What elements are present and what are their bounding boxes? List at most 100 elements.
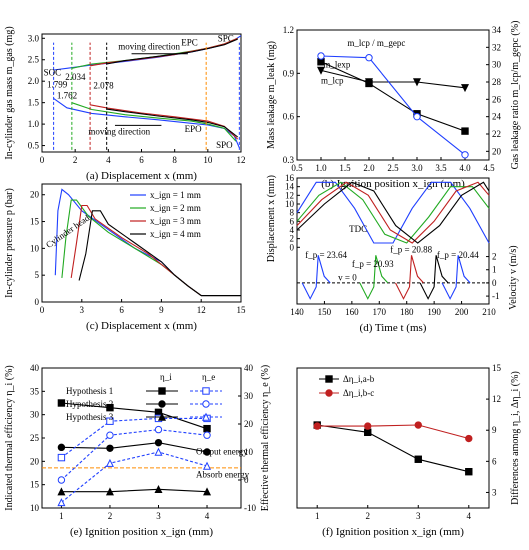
annotation-moving-up: moving direction xyxy=(118,41,180,51)
velocity-line xyxy=(419,255,449,300)
annotation-moving-down: moving direction xyxy=(88,126,150,136)
y-tick-label: 8 xyxy=(290,208,295,218)
y-tick-label: 6 xyxy=(290,216,295,226)
legend-marker xyxy=(201,412,211,421)
x-tick-label: 4.0 xyxy=(459,163,471,173)
y2-tick-label: -10 xyxy=(244,503,256,513)
x-tick-label: 4 xyxy=(205,511,210,521)
y2-tick-label: 3 xyxy=(492,487,497,497)
x-tick-label: 140 xyxy=(290,307,304,317)
y2-tick-label: 0 xyxy=(492,278,497,288)
x-tick-label: 3.0 xyxy=(411,163,423,173)
annotation-fp-2: f_p = 20.93 xyxy=(352,259,394,269)
data-point xyxy=(203,487,212,496)
data-point xyxy=(465,434,473,443)
x-tick-label: 0 xyxy=(40,155,45,165)
y2-tick-label: -1 xyxy=(492,291,500,301)
data-point xyxy=(203,448,211,456)
data-point xyxy=(412,78,422,87)
series-line xyxy=(317,424,469,473)
y-tick-label: 35 xyxy=(30,386,40,396)
value-2078: 2.078 xyxy=(93,80,114,90)
data-point xyxy=(57,399,66,407)
y-tick-label: 12 xyxy=(285,190,294,200)
data-point xyxy=(413,112,421,121)
x-tick-label: 6 xyxy=(139,155,144,165)
x-tick-label: 4 xyxy=(467,511,472,521)
x-tick-label: 2 xyxy=(73,155,78,165)
legend-marker xyxy=(325,375,333,383)
y-tick-label: 0.6 xyxy=(283,112,295,122)
x-tick-label: 0 xyxy=(40,305,45,315)
legend-label: Δη_i,a-b xyxy=(343,374,375,384)
annotation-tdc: TDC xyxy=(349,224,367,234)
y-tick-label: 4 xyxy=(290,225,295,235)
y-tick-label: 14 xyxy=(285,182,295,192)
annotation-spo: SPO xyxy=(216,140,233,150)
y-tick-label: 16 xyxy=(285,173,295,183)
x-tick-label: 3.5 xyxy=(435,163,447,173)
velocity-line xyxy=(441,255,471,300)
y-tick-label: 3.0 xyxy=(28,33,40,43)
data-point xyxy=(106,417,114,425)
x-tick-label: 2.0 xyxy=(363,163,375,173)
annotation-spc: SPC xyxy=(218,33,234,43)
y-tick-label: 5 xyxy=(35,270,40,280)
data-point xyxy=(105,487,114,496)
legend-m-lexp: m_lexp xyxy=(323,60,350,70)
y2-axis-label: Gas leakage ratio m_lcp/m_gepc (%) xyxy=(510,21,521,170)
data-point xyxy=(154,485,163,494)
legend-marker xyxy=(158,387,166,395)
legend-m-lcp: m_lcp xyxy=(321,75,344,85)
series-line xyxy=(61,442,208,453)
data-point xyxy=(154,408,163,417)
x-tick-label: 2 xyxy=(365,511,370,521)
data-point xyxy=(460,84,470,93)
y2-axis-label: Effective thermal efficiency η_e (%) xyxy=(260,365,271,511)
data-point xyxy=(465,468,473,476)
data-point xyxy=(57,487,66,496)
data-point xyxy=(414,455,422,463)
y-tick-label: 0.3 xyxy=(283,155,295,165)
series-line xyxy=(61,451,208,503)
series-line xyxy=(61,429,208,481)
data-point xyxy=(364,422,372,430)
y-tick-label: 1.2 xyxy=(283,25,294,35)
x-tick-label: 4.5 xyxy=(483,163,495,173)
x-tick-label: 4 xyxy=(106,155,111,165)
y-tick-label: 0 xyxy=(290,242,295,252)
x-tick-label: 8 xyxy=(172,155,177,165)
data-point xyxy=(57,443,66,452)
y-tick-label: 15 xyxy=(30,217,40,227)
annotation-cylinder-head: Cylinder head xyxy=(44,212,92,250)
x-tick-label: 3 xyxy=(156,511,161,521)
data-point xyxy=(365,54,373,62)
y-tick-label: 20 xyxy=(30,190,40,200)
x-tick-label: 15 xyxy=(237,305,247,315)
y-tick-label: 15 xyxy=(30,480,40,490)
legend-marker xyxy=(157,412,167,421)
legend-label: x_ign = 3 mm xyxy=(150,216,201,226)
displacement-line xyxy=(296,181,490,244)
y2-tick-label: 40 xyxy=(244,363,254,373)
data-point xyxy=(57,476,66,484)
y2-tick-label: 20 xyxy=(244,419,254,429)
y2-tick-label: 22 xyxy=(492,129,501,139)
x-tick-label: 150 xyxy=(318,307,332,317)
y-axis-label: In-cylinder gas mass m_gas (mg) xyxy=(4,26,15,159)
series-line xyxy=(71,102,237,142)
panel-caption: (a) Displacement x (mm) xyxy=(86,170,197,182)
x-tick-label: 170 xyxy=(373,307,387,317)
y2-tick-label: 28 xyxy=(492,77,502,87)
y2-tick-label: 30 xyxy=(492,60,502,70)
annotation-v-zero: v = 0 xyxy=(338,272,357,282)
y-tick-label: 25 xyxy=(30,433,40,443)
data-point xyxy=(364,78,374,87)
y-tick-label: 2.5 xyxy=(28,55,40,65)
legend-marker xyxy=(325,389,333,397)
x-tick-label: 9 xyxy=(159,305,164,315)
y-tick-label: 10 xyxy=(285,199,295,209)
series-line xyxy=(320,61,466,132)
y2-tick-label: 6 xyxy=(492,456,497,466)
legend-label: Hypothesis 3 xyxy=(66,412,114,422)
